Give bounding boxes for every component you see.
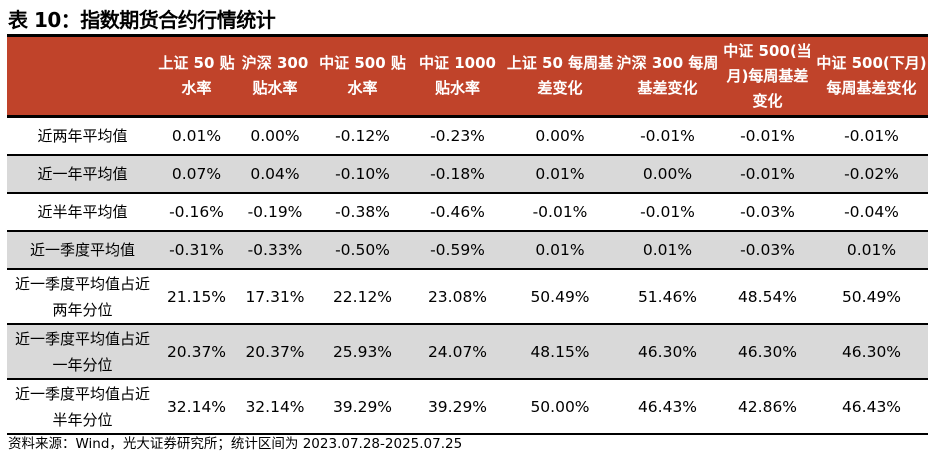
row-label: 近一季度平均值占近一年分位 (7, 324, 158, 380)
table-cell: -0.46% (410, 193, 505, 232)
table-cell: -0.04% (815, 193, 928, 232)
table-cell: -0.59% (410, 231, 505, 270)
header-row: 上证 50 贴水率 沪深 300 贴水率 中证 500 贴水率 中证 1000 贴水率… (7, 34, 928, 118)
table-cell: -0.19% (235, 193, 315, 232)
futures-stats-table: 上证 50 贴水率 沪深 300 贴水率 中证 500 贴水率 中证 1000 贴水率… (7, 34, 928, 435)
table-cell: 20.37% (158, 324, 235, 380)
table-cell: 39.29% (315, 379, 410, 435)
table-cell: -0.23% (410, 116, 505, 156)
table-cell: -0.33% (235, 231, 315, 270)
table-cell: 50.00% (505, 379, 615, 435)
table-cell: -0.02% (815, 155, 928, 194)
table-cell: 46.30% (720, 324, 815, 380)
table-row: 近两年平均值 0.01% 0.00% -0.12% -0.23% 0.00% -0.01% -… (7, 116, 928, 156)
row-label: 近一季度平均值 (7, 231, 158, 270)
table-cell: 32.14% (158, 379, 235, 435)
row-label: 近半年平均值 (7, 193, 158, 232)
row-label: 近一年平均值 (7, 155, 158, 194)
table-cell: -0.50% (315, 231, 410, 270)
table-cell: -0.01% (720, 155, 815, 194)
table-cell: 32.14% (235, 379, 315, 435)
table-row: 近一季度平均值占近两年分位 21.15% 17.31% 22.12% 23.08% 50.… (7, 269, 928, 325)
table-cell: -0.01% (615, 116, 720, 156)
table-cell: 50.49% (815, 269, 928, 325)
row-label: 近一季度平均值占近半年分位 (7, 379, 158, 435)
table-cell: 0.01% (815, 231, 928, 270)
table-cell: 22.12% (315, 269, 410, 325)
table-cell: 0.01% (615, 231, 720, 270)
column-header: 中证 500(下月)每周基差变化 (815, 34, 928, 118)
table-cell: 0.01% (505, 231, 615, 270)
table-cell: -0.31% (158, 231, 235, 270)
table-cell: -0.16% (158, 193, 235, 232)
table-cell: -0.12% (315, 116, 410, 156)
column-header: 中证 1000 贴水率 (410, 34, 505, 118)
row-label: 近两年平均值 (7, 116, 158, 156)
table-cell: -0.01% (615, 193, 720, 232)
table-row: 近一季度平均值占近一年分位 20.37% 20.37% 25.93% 24.07% 48.… (7, 324, 928, 380)
column-header: 中证 500 贴水率 (315, 34, 410, 118)
table-cell: -0.18% (410, 155, 505, 194)
table-row: 近半年平均值 -0.16% -0.19% -0.38% -0.46% -0.01% -0.0… (7, 193, 928, 232)
table-cell: 23.08% (410, 269, 505, 325)
row-label: 近一季度平均值占近两年分位 (7, 269, 158, 325)
table-cell: 0.00% (615, 155, 720, 194)
table-cell: 0.01% (505, 155, 615, 194)
table-cell: 0.07% (158, 155, 235, 194)
table-cell: -0.03% (720, 231, 815, 270)
table-cell: 46.30% (615, 324, 720, 380)
table-cell: 48.15% (505, 324, 615, 380)
table-cell: 46.43% (815, 379, 928, 435)
source-note: 资料来源：Wind，光大证券研究所；统计区间为 2023.07.28-2025.… (8, 436, 463, 452)
column-header: 上证 50 贴水率 (158, 34, 235, 118)
column-header: 上证 50 每周基差变化 (505, 34, 615, 118)
table-cell: 0.00% (505, 116, 615, 156)
table-cell: -0.01% (720, 116, 815, 156)
table-cell: 42.86% (720, 379, 815, 435)
table-cell: 0.01% (158, 116, 235, 156)
table-row: 近一年平均值 0.07% 0.04% -0.10% -0.18% 0.01% 0.00% -0… (7, 155, 928, 194)
table-cell: -0.01% (505, 193, 615, 232)
table-cell: 50.49% (505, 269, 615, 325)
table-cell: 24.07% (410, 324, 505, 380)
table-cell: -0.38% (315, 193, 410, 232)
table-title: 表 10：指数期货合约行情统计 (8, 8, 276, 32)
table-cell: 48.54% (720, 269, 815, 325)
table-cell: -0.10% (315, 155, 410, 194)
table-row: 近一季度平均值占近半年分位 32.14% 32.14% 39.29% 39.29% 50.… (7, 379, 928, 435)
table-cell: 39.29% (410, 379, 505, 435)
table-cell: 0.04% (235, 155, 315, 194)
column-header: 沪深 300 贴水率 (235, 34, 315, 118)
table-cell: 21.15% (158, 269, 235, 325)
table-cell: 20.37% (235, 324, 315, 380)
column-header: 中证 500(当月)每周基差变化 (720, 34, 815, 118)
table-cell: 46.43% (615, 379, 720, 435)
table-cell: 51.46% (615, 269, 720, 325)
column-header (7, 34, 158, 118)
table-cell: -0.03% (720, 193, 815, 232)
table-cell: 46.30% (815, 324, 928, 380)
column-header: 沪深 300 每周基差变化 (615, 34, 720, 118)
table-cell: 17.31% (235, 269, 315, 325)
table-cell: 0.00% (235, 116, 315, 156)
table-cell: 25.93% (315, 324, 410, 380)
table-row: 近一季度平均值 -0.31% -0.33% -0.50% -0.59% 0.01% 0.01… (7, 231, 928, 270)
table-cell: -0.01% (815, 116, 928, 156)
